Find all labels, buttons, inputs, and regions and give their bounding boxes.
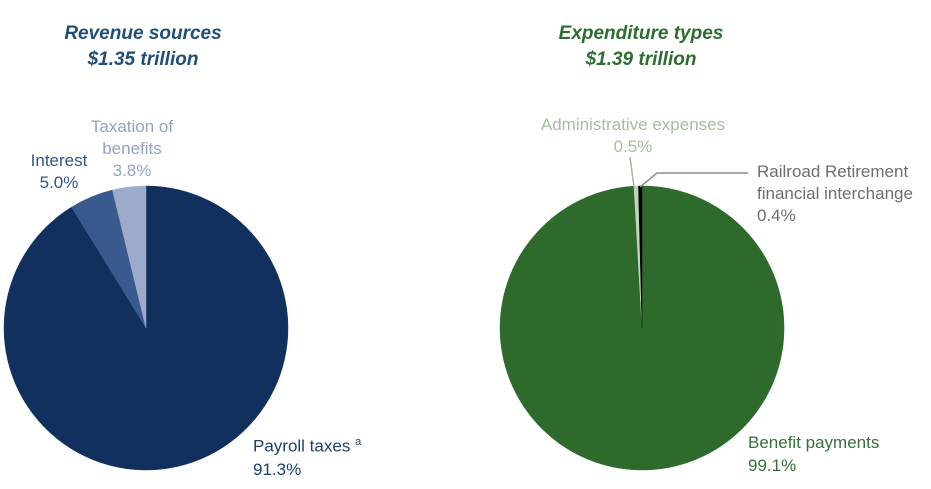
- label-administrative-expenses: Administrative expenses 0.5%: [513, 114, 753, 158]
- payroll-footnote-marker: a: [355, 436, 362, 448]
- label-benefit-payments-text: Benefit payments: [748, 433, 880, 452]
- label-administrative-expenses-text: Administrative expenses: [540, 115, 726, 134]
- label-taxation-of-benefits: Taxation of benefits 3.8%: [52, 116, 212, 182]
- label-payroll-taxes-text: Payroll taxes a: [253, 436, 362, 456]
- label-railroad-retirement: Railroad Retirement financial interchang…: [757, 161, 931, 227]
- label-benefit-payments: Benefit payments 99.1%: [748, 431, 928, 477]
- pie-expenditure: [499, 185, 785, 471]
- slice-taxation-of-benefits: [112, 185, 147, 329]
- admin-leader-line: [629, 156, 635, 188]
- expenditure-title-block: Expenditure types $1.39 trillion: [491, 21, 791, 73]
- label-administrative-expenses-pct: 0.5%: [613, 137, 653, 156]
- expenditure-title: Expenditure types: [558, 23, 724, 44]
- label-payroll-taxes-pct: 91.3%: [253, 459, 302, 479]
- label-taxation-of-benefits-text: Taxation of benefits: [90, 117, 174, 158]
- label-railroad-retirement-text: Railroad Retirement financial interchang…: [757, 162, 913, 203]
- label-taxation-of-benefits-pct: 3.8%: [112, 161, 152, 180]
- expenditure-subtitle: $1.39 trillion: [585, 49, 697, 70]
- label-benefit-payments-pct: 99.1%: [748, 456, 797, 475]
- revenue-subtitle: $1.35 trillion: [87, 49, 199, 70]
- label-interest-pct: 5.0%: [39, 173, 79, 192]
- revenue-title: Revenue sources: [64, 23, 222, 44]
- label-interest: Interest 5.0%: [9, 150, 109, 194]
- label-railroad-retirement-pct: 0.4%: [757, 206, 796, 225]
- revenue-title-block: Revenue sources $1.35 trillion: [0, 21, 293, 73]
- railroad-leader-line: [639, 172, 748, 188]
- label-payroll-taxes: Payroll taxes a 91.3%: [253, 431, 413, 481]
- label-interest-text: Interest: [30, 151, 88, 170]
- pie-revenue: [3, 185, 289, 471]
